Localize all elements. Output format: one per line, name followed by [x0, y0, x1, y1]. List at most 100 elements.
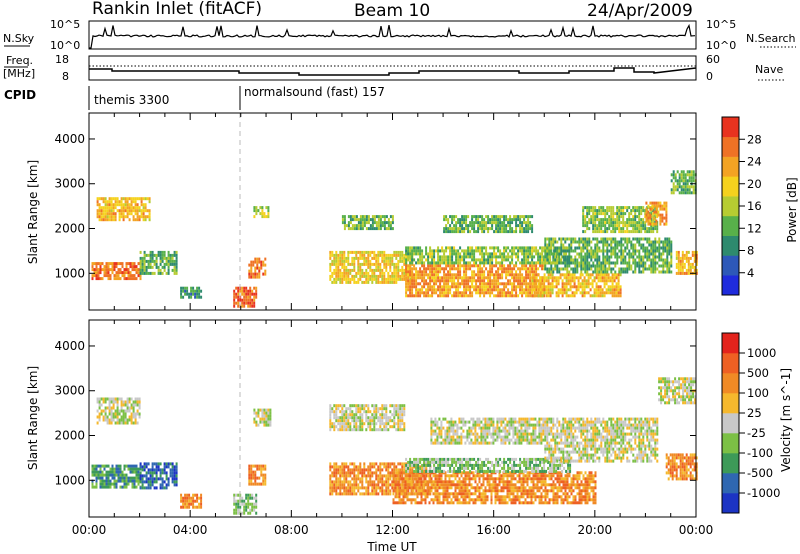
- y-tick-label: 2000: [54, 222, 85, 236]
- heatmap-cell: [541, 246, 544, 250]
- heatmap-cell: [443, 270, 446, 274]
- heatmap-cell: [455, 285, 458, 289]
- heatmap-cell: [674, 176, 677, 180]
- heatmap-cell: [361, 468, 364, 472]
- heatmap-cell: [692, 191, 695, 195]
- heatmap-cell: [519, 249, 522, 253]
- heatmap-cell: [443, 276, 446, 280]
- heatmap-cell: [363, 221, 366, 225]
- heatmap-cell: [165, 271, 168, 275]
- heatmap-cell: [435, 282, 438, 286]
- heatmap-cell: [256, 260, 259, 264]
- heatmap-cell: [529, 279, 532, 283]
- heatmap-cell: [515, 288, 518, 292]
- power-x-ticks: [88, 113, 697, 310]
- heatmap-cell: [688, 170, 691, 174]
- heatmap-cell: [552, 261, 555, 265]
- heatmap-cell: [599, 273, 602, 277]
- heatmap-cell: [583, 294, 586, 298]
- heatmap-cell: [403, 271, 406, 275]
- heatmap-cell: [121, 265, 124, 269]
- heatmap-cell: [517, 279, 520, 283]
- heatmap-cell: [465, 279, 468, 283]
- heatmap-cell: [335, 483, 338, 487]
- heatmap-cell: [110, 203, 113, 207]
- heatmap-cell: [173, 471, 176, 475]
- heatmap-cell: [495, 273, 498, 277]
- heatmap-cell: [584, 215, 587, 219]
- heatmap-cell: [349, 215, 352, 219]
- heatmap-cell: [165, 262, 168, 266]
- heatmap-cell: [654, 240, 657, 244]
- heatmap-cell: [363, 410, 366, 414]
- heatmap-cell: [501, 276, 504, 280]
- heatmap-cell: [602, 246, 605, 250]
- heatmap-cell: [339, 271, 342, 275]
- heatmap-cell: [651, 204, 654, 208]
- heatmap-cell: [451, 282, 454, 286]
- heatmap-cell: [611, 294, 614, 298]
- heatmap-cell: [331, 253, 334, 257]
- heatmap-cell: [351, 259, 354, 263]
- heatmap-cell: [652, 267, 655, 271]
- heatmap-cell: [441, 276, 444, 280]
- heatmap-cell: [574, 267, 577, 271]
- heatmap-cell: [248, 269, 251, 273]
- heatmap-cell: [397, 268, 400, 272]
- heatmap-cell: [445, 282, 448, 286]
- heatmap-cell: [583, 276, 586, 280]
- heatmap-cell: [521, 261, 524, 265]
- heatmap-cell: [239, 298, 242, 302]
- heatmap-cell: [251, 502, 254, 506]
- heatmap-cell: [423, 282, 426, 286]
- heatmap-cell: [640, 224, 643, 228]
- heatmap-cell: [401, 404, 404, 408]
- heatmap-cell: [602, 264, 605, 268]
- heatmap-cell: [602, 270, 605, 274]
- heatmap-cell: [477, 246, 480, 250]
- heatmap-cell: [507, 294, 510, 298]
- heatmap-cell: [355, 486, 358, 490]
- heatmap-cell: [681, 256, 684, 260]
- heatmap-cell: [651, 201, 654, 205]
- heatmap-cell: [337, 268, 340, 272]
- heatmap-cell: [655, 204, 658, 208]
- heatmap-cell: [535, 282, 538, 286]
- heatmap-cell: [351, 489, 354, 493]
- heatmap-cell: [353, 413, 356, 417]
- heatmap-cell: [341, 425, 344, 429]
- nsearch-tick-top: 10^5: [706, 18, 736, 31]
- heatmap-cell: [167, 256, 170, 260]
- heatmap-cell: [153, 462, 156, 466]
- heatmap-cell: [568, 270, 571, 274]
- heatmap-cell: [182, 502, 185, 506]
- heatmap-cell: [515, 270, 518, 274]
- heatmap-cell: [126, 209, 129, 213]
- heatmap-cell: [626, 240, 629, 244]
- heatmap-cell: [453, 279, 456, 283]
- heatmap-cell: [533, 249, 536, 253]
- heatmap-cell: [427, 285, 430, 289]
- heatmap-cell: [584, 246, 587, 250]
- heatmap-cell: [417, 249, 420, 253]
- heatmap-cell: [419, 258, 422, 262]
- heatmap-cell: [100, 409, 103, 413]
- heatmap-cell: [569, 288, 572, 292]
- heatmap-cell: [341, 428, 344, 432]
- heatmap-cell: [383, 407, 386, 411]
- heatmap-cell: [391, 259, 394, 263]
- heatmap-cell: [453, 264, 456, 268]
- heatmap-cell: [267, 417, 270, 421]
- heatmap-cell: [616, 221, 619, 225]
- heatmap-cell: [118, 200, 121, 204]
- heatmap-cell: [610, 230, 613, 234]
- heatmap-cell: [509, 267, 512, 271]
- heatmap-cell: [341, 253, 344, 257]
- heatmap-cell: [598, 261, 601, 265]
- heatmap-cell: [568, 237, 571, 241]
- heatmap-cell: [608, 258, 611, 262]
- heatmap-cell: [566, 267, 569, 271]
- heatmap-cell: [395, 274, 398, 278]
- heatmap-cell: [537, 267, 540, 271]
